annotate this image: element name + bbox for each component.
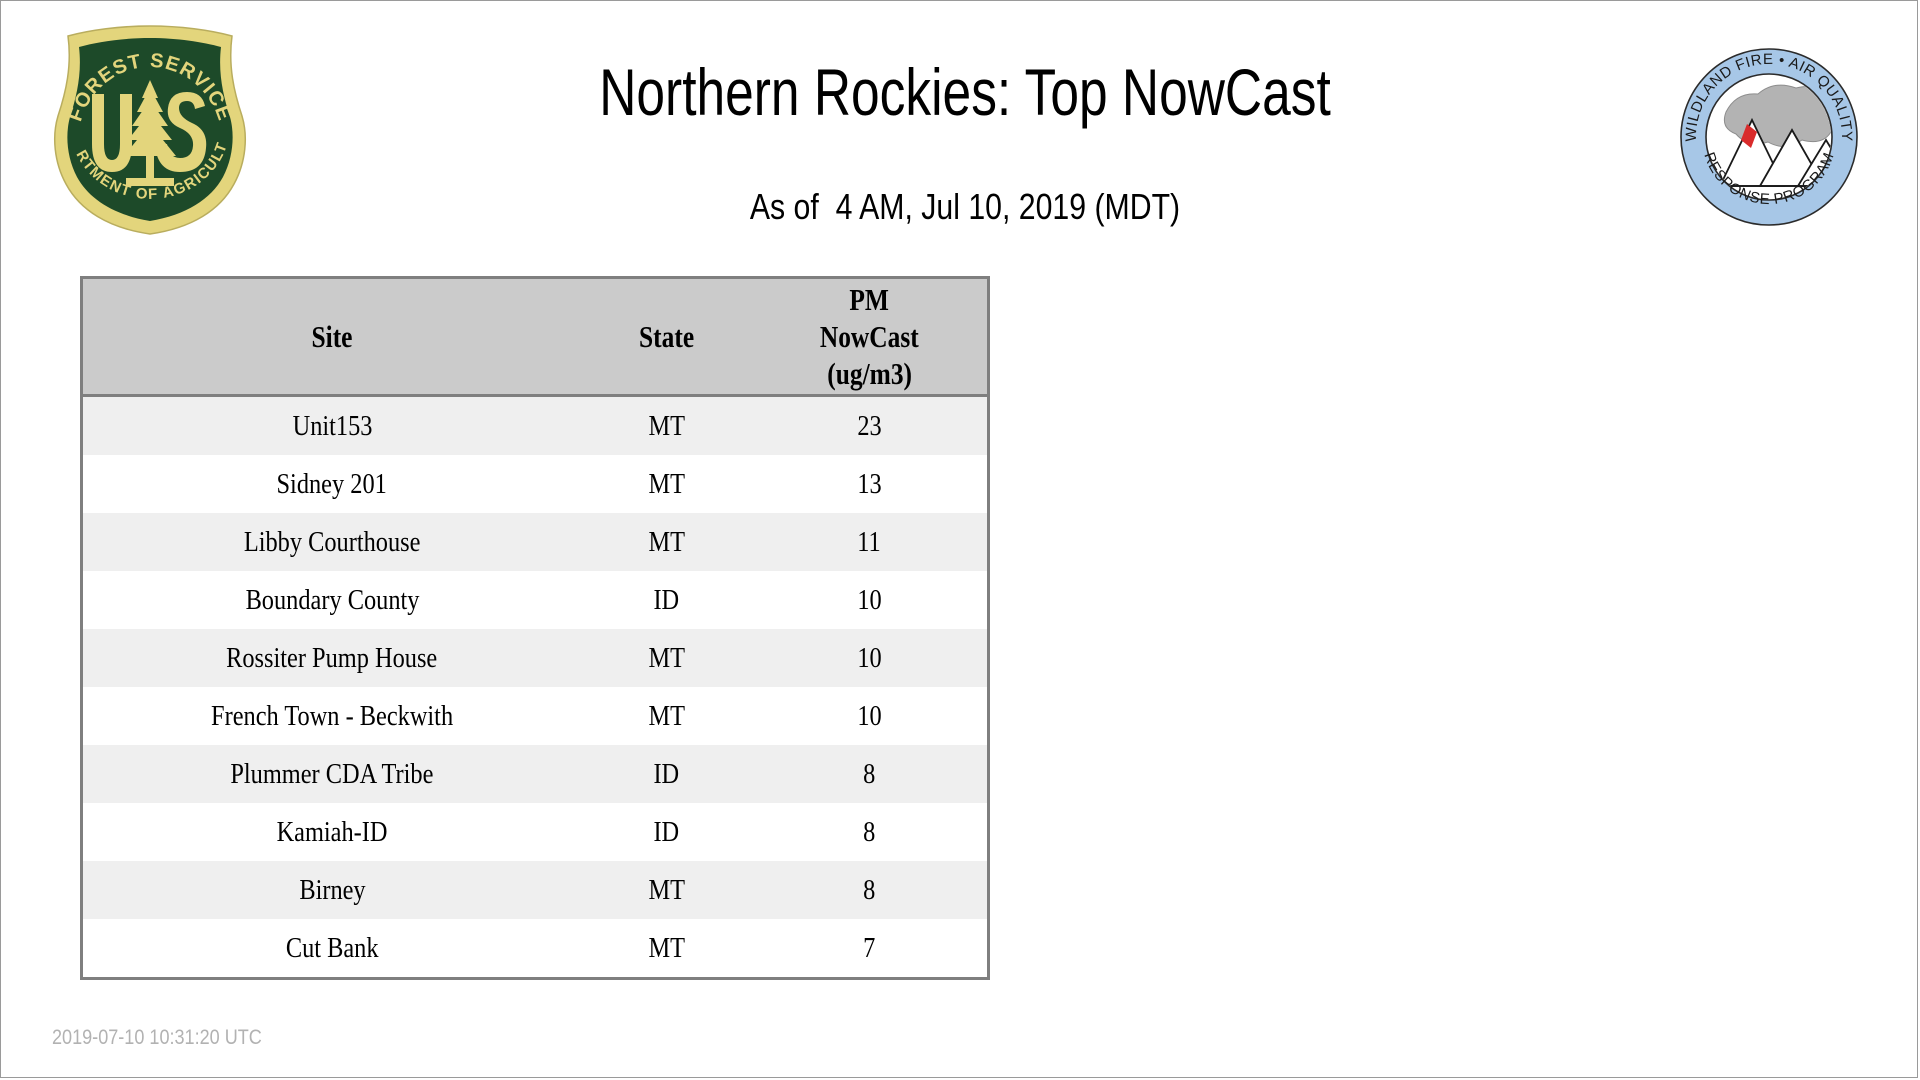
cell-state-text: MT xyxy=(648,468,685,500)
cell-site-text: Cut Bank xyxy=(285,932,379,964)
cell-state: MT xyxy=(581,861,752,919)
cell-value: 10 xyxy=(751,629,989,687)
cell-site-text: Rossiter Pump House xyxy=(226,642,438,674)
cell-state: ID xyxy=(581,803,752,861)
table-row: Boundary County ID 10 xyxy=(81,571,989,629)
table-row: Unit153 MT 23 xyxy=(81,395,989,455)
cell-state: MT xyxy=(581,687,752,745)
cell-value: 8 xyxy=(751,745,989,803)
usfs-shield-logo: FOREST SERVICE DEPARTMENT OF AGRICULTURE xyxy=(50,22,250,237)
cell-state: MT xyxy=(581,513,752,571)
cell-value: 23 xyxy=(751,395,989,455)
table-row: Plummer CDA Tribe ID 8 xyxy=(81,745,989,803)
cell-state-text: MT xyxy=(648,700,685,732)
cell-site: Birney xyxy=(81,861,582,919)
table-row: Sidney 201 MT 13 xyxy=(81,455,989,513)
cell-state-text: MT xyxy=(648,642,685,674)
cell-site: Boundary County xyxy=(81,571,582,629)
cell-site-text: Plummer CDA Tribe xyxy=(230,758,434,790)
cell-site: Cut Bank xyxy=(81,919,582,979)
cell-value-text: 10 xyxy=(857,584,882,616)
cell-state-text: MT xyxy=(648,526,685,558)
cell-state: MT xyxy=(581,629,752,687)
cell-state: MT xyxy=(581,455,752,513)
cell-value: 7 xyxy=(751,919,989,979)
column-header-pm-nowcast: PM NowCast (ug/m3) xyxy=(751,277,989,397)
table-row: Birney MT 8 xyxy=(81,861,989,919)
top-nowcast-table: Site State PM NowCast (ug/m3) Unit153 MT 2… xyxy=(80,276,990,980)
cell-value: 8 xyxy=(751,803,989,861)
cell-state: ID xyxy=(581,571,752,629)
page-title: Northern Rockies: Top NowCast xyxy=(599,55,1331,129)
cell-value-text: 10 xyxy=(857,642,882,674)
cell-value: 10 xyxy=(751,571,989,629)
column-header-state-label: State xyxy=(638,319,694,354)
footer-timestamp: 2019-07-10 10:31:20 UTC xyxy=(52,1026,262,1049)
cell-site: Rossiter Pump House xyxy=(81,629,582,687)
table-row: Cut Bank MT 7 xyxy=(81,919,989,979)
cell-site: Libby Courthouse xyxy=(81,513,582,571)
cell-value: 8 xyxy=(751,861,989,919)
column-header-site-label: Site xyxy=(311,319,353,354)
cell-state-text: MT xyxy=(648,874,685,906)
cell-site-text: Sidney 201 xyxy=(276,468,388,500)
column-header-site: Site xyxy=(81,277,582,397)
cell-site: Unit153 xyxy=(81,395,582,455)
cell-site: French Town - Beckwith xyxy=(81,687,582,745)
cell-value: 10 xyxy=(751,687,989,745)
cell-value-text: 10 xyxy=(857,700,882,732)
cell-site-text: Libby Courthouse xyxy=(243,526,421,558)
cell-value-text: 8 xyxy=(863,874,876,906)
cell-state-text: ID xyxy=(653,758,680,790)
cell-site: Sidney 201 xyxy=(81,455,582,513)
cell-value-text: 7 xyxy=(863,932,876,964)
wildland-fire-air-quality-response-program-logo: WILDLAND FIRE • AIR QUALITY RESPONSE PRO… xyxy=(1674,42,1864,232)
cell-value-text: 13 xyxy=(857,468,882,500)
cell-value: 13 xyxy=(751,455,989,513)
nowcast-table-container: Site State PM NowCast (ug/m3) Unit153 MT 2… xyxy=(80,276,990,980)
column-header-pm-nowcast-line2: NowCast xyxy=(819,319,919,354)
cell-site: Plummer CDA Tribe xyxy=(81,745,582,803)
cell-state-text: ID xyxy=(653,584,680,616)
cell-site-text: Boundary County xyxy=(245,584,420,616)
table-row: Kamiah-ID ID 8 xyxy=(81,803,989,861)
cell-value-text: 8 xyxy=(863,816,876,848)
cell-state-text: MT xyxy=(648,410,685,442)
column-header-pm-nowcast-line3: (ug/m3) xyxy=(826,356,912,391)
cell-state: MT xyxy=(581,919,752,979)
cell-value: 11 xyxy=(751,513,989,571)
cell-value-text: 8 xyxy=(863,758,876,790)
cell-state: ID xyxy=(581,745,752,803)
cell-value-text: 11 xyxy=(857,526,882,558)
column-header-pm-nowcast-line1: PM xyxy=(849,282,890,317)
cell-state: MT xyxy=(581,395,752,455)
table-row: Rossiter Pump House MT 10 xyxy=(81,629,989,687)
column-header-state: State xyxy=(581,277,752,397)
table-row: French Town - Beckwith MT 10 xyxy=(81,687,989,745)
cell-state-text: MT xyxy=(648,932,685,964)
cell-site-text: Unit153 xyxy=(292,410,372,442)
table-row: Libby Courthouse MT 11 xyxy=(81,513,989,571)
cell-state-text: ID xyxy=(653,816,680,848)
cell-value-text: 23 xyxy=(857,410,882,442)
cell-site: Kamiah-ID xyxy=(81,803,582,861)
page-subtitle: As of 4 AM, Jul 10, 2019 (MDT) xyxy=(749,186,1181,227)
table-header-row: Site State PM NowCast (ug/m3) xyxy=(81,277,989,397)
cell-site-text: French Town - Beckwith xyxy=(211,700,454,732)
cell-site-text: Birney xyxy=(298,874,366,906)
cell-site-text: Kamiah-ID xyxy=(276,816,388,848)
